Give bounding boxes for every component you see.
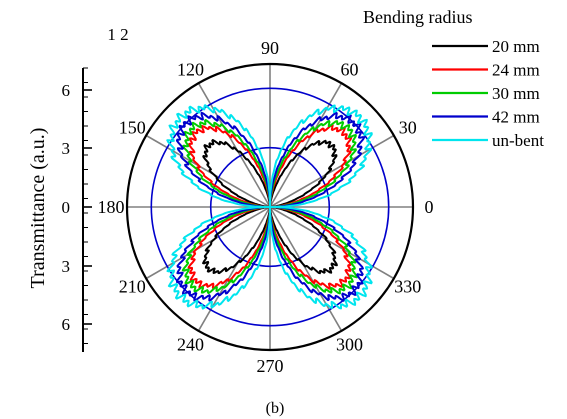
angle-label-210: 210	[119, 277, 146, 297]
polar-plot-area: 0 30 60 90 120 150 180 210 240 270 300 330	[98, 38, 434, 376]
legend-label-1: 24 mm	[492, 61, 540, 80]
radial-tick-label-3: 3	[62, 257, 71, 276]
angle-label-300: 300	[336, 335, 363, 355]
legend-title: Bending radius	[363, 7, 473, 27]
radial-axis: 6 3 0 3 6	[62, 67, 92, 352]
outer-ring	[125, 62, 415, 352]
legend-label-3: 42 mm	[492, 108, 540, 127]
corner-label: 1 2	[107, 25, 128, 44]
figure-caption: (b)	[266, 400, 285, 417]
angle-label-90: 90	[261, 38, 279, 58]
legend-label-2: 30 mm	[492, 84, 540, 103]
reference-circles	[150, 87, 390, 327]
radial-tick-label-2: 0	[62, 198, 71, 217]
radial-tick-label-4: 6	[62, 315, 71, 334]
angle-label-120: 120	[177, 59, 204, 79]
radial-tick-label-0: 6	[62, 81, 71, 100]
legend-label-0: 20 mm	[492, 37, 540, 56]
angle-label-180: 180	[98, 197, 125, 217]
reference-circle-6	[150, 87, 390, 327]
legend: Bending radius 20 mm 24 mm 30 mm 42 mm un-be…	[363, 7, 544, 150]
angle-label-30: 30	[399, 118, 417, 138]
angle-label-60: 60	[341, 59, 359, 79]
series-lines	[166, 104, 373, 310]
legend-label-4: un-bent	[492, 131, 544, 150]
angle-label-150: 150	[119, 118, 146, 138]
angle-label-0: 0	[425, 197, 434, 217]
radial-tick-label-1: 3	[62, 139, 71, 158]
reference-circle-3	[209, 146, 331, 268]
angle-label-270: 270	[257, 356, 284, 376]
angle-label-240: 240	[177, 335, 204, 355]
series-line-un-bent	[166, 104, 373, 310]
angle-labels: 0 30 60 90 120 150 180 210 240 270 300 330	[98, 38, 434, 376]
angle-label-330: 330	[394, 277, 421, 297]
y-axis-label: Transmittance (a.u.)	[27, 128, 49, 289]
